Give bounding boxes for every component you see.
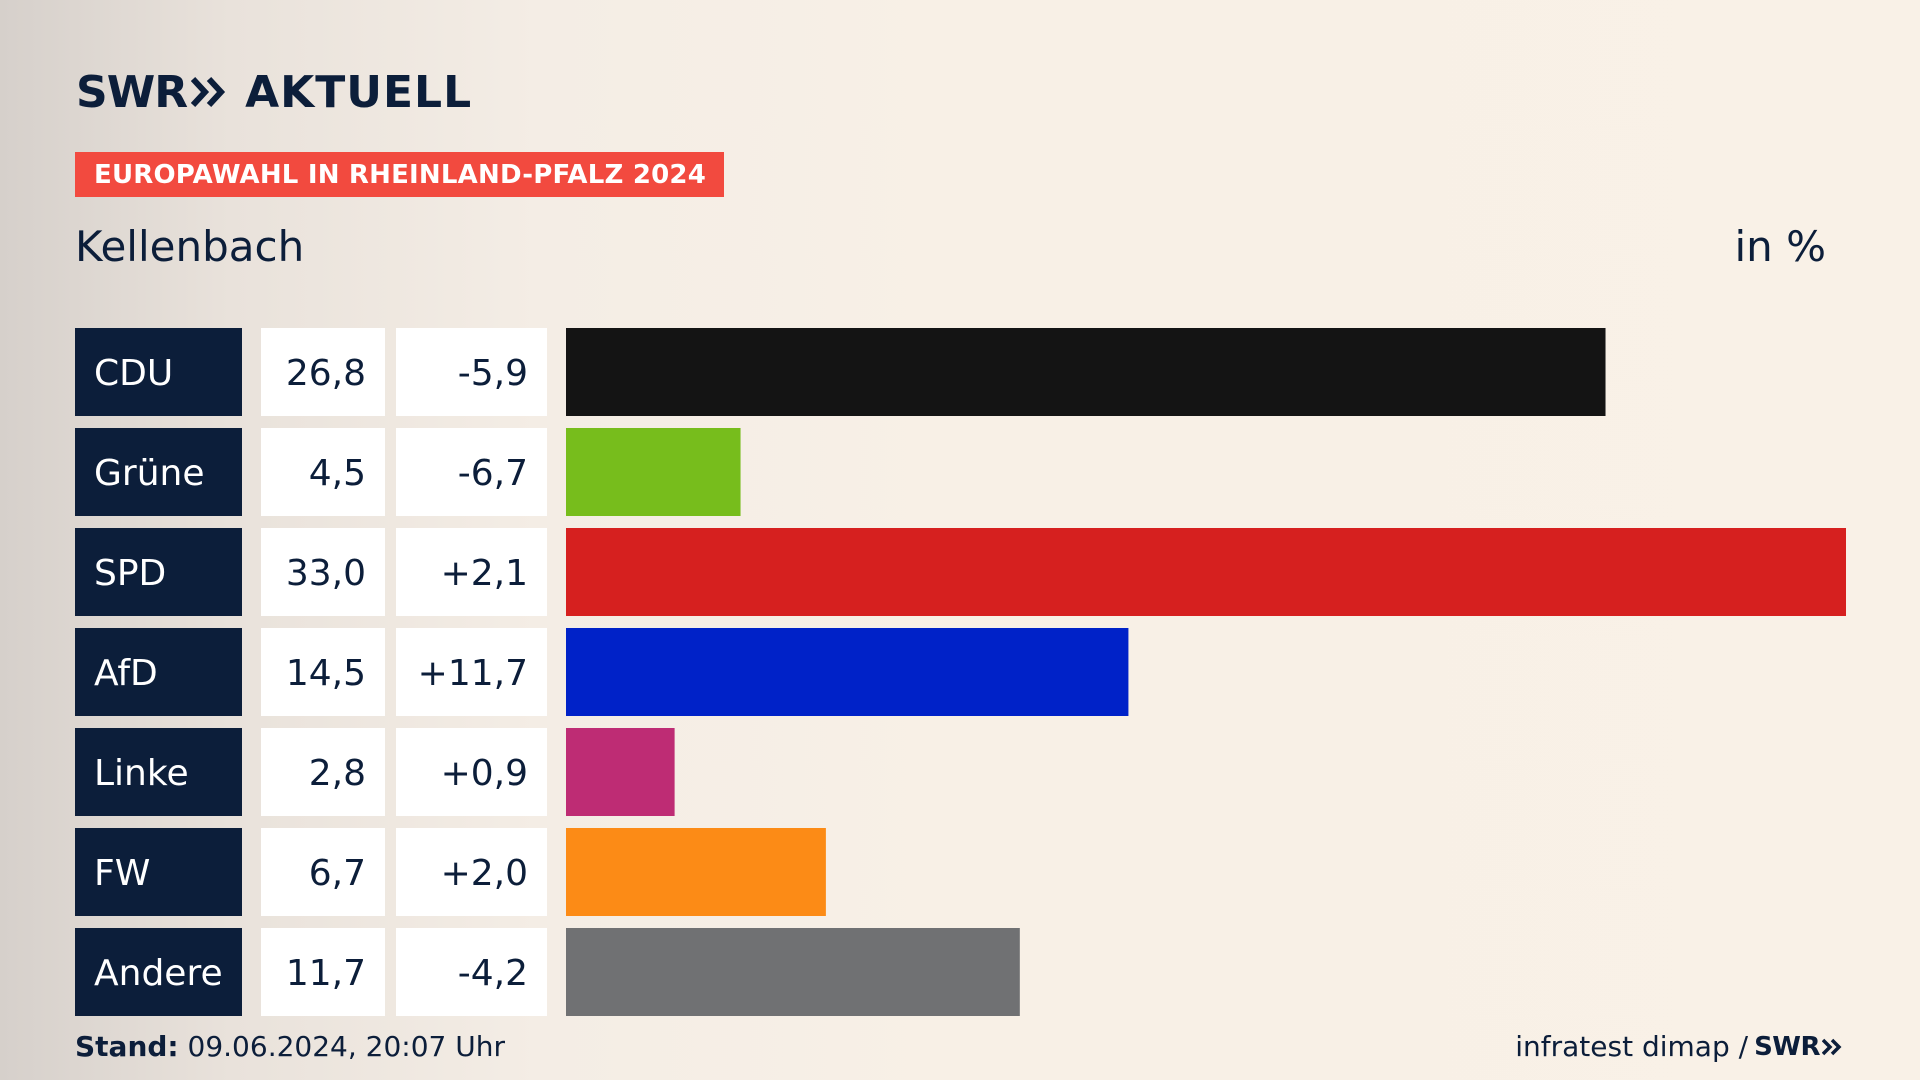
bar xyxy=(566,928,1020,1016)
value-label: 33,0 xyxy=(286,553,366,594)
change-label: -6,7 xyxy=(458,453,528,494)
bar xyxy=(566,728,675,816)
value-label: 26,8 xyxy=(286,353,366,394)
bar xyxy=(566,428,741,516)
bar xyxy=(566,828,826,916)
party-label-box xyxy=(75,428,242,516)
source-text: infratest dimap / xyxy=(1515,1030,1749,1063)
timestamp: Stand: 09.06.2024, 20:07 Uhr xyxy=(75,1030,505,1063)
swr-aktuell-logo: SWR AKTUELL xyxy=(76,67,472,118)
value-cell xyxy=(261,928,385,1016)
value-label: 11,7 xyxy=(286,953,366,994)
double-chevron-small-icon xyxy=(1822,1038,1842,1055)
party-label-box xyxy=(75,928,242,1016)
change-cell xyxy=(396,528,547,616)
logo-aktuell-text: AKTUELL xyxy=(245,66,473,118)
change-label: -4,2 xyxy=(458,953,528,994)
change-label: +2,0 xyxy=(441,853,528,894)
change-label: +2,1 xyxy=(441,553,528,594)
change-cell xyxy=(396,828,547,916)
location-title: Kellenbach xyxy=(75,222,305,271)
change-label: +11,7 xyxy=(418,653,528,694)
party-label: FW xyxy=(94,853,150,894)
bar xyxy=(566,528,1846,616)
party-label-box xyxy=(75,728,242,816)
party-label: CDU xyxy=(94,353,173,394)
bar xyxy=(566,328,1606,416)
stand-value: 09.06.2024, 20:07 Uhr xyxy=(187,1030,505,1063)
party-label: Linke xyxy=(94,753,189,794)
change-cell xyxy=(396,728,547,816)
party-label: AfD xyxy=(94,653,158,694)
party-label-box xyxy=(75,628,242,716)
party-label-box xyxy=(75,828,242,916)
change-label: +0,9 xyxy=(441,753,528,794)
unit-label: in % xyxy=(1734,222,1826,271)
value-cell xyxy=(261,428,385,516)
double-chevron-icon xyxy=(191,76,226,108)
source-credit: infratest dimap / SWR xyxy=(1515,1030,1844,1063)
party-label: Andere xyxy=(94,953,223,994)
value-cell xyxy=(261,828,385,916)
change-cell xyxy=(396,628,547,716)
value-cell xyxy=(261,328,385,416)
value-label: 4,5 xyxy=(309,453,366,494)
value-cell xyxy=(261,728,385,816)
source-brand: SWR xyxy=(1754,1031,1820,1062)
party-label: Grüne xyxy=(94,453,204,494)
logo-swr-text: SWR xyxy=(76,66,188,118)
change-cell xyxy=(396,928,547,1016)
bar xyxy=(566,628,1129,716)
party-label: SPD xyxy=(94,553,166,594)
value-label: 6,7 xyxy=(309,853,366,894)
change-label: -5,9 xyxy=(458,353,528,394)
value-cell xyxy=(261,628,385,716)
change-cell xyxy=(396,328,547,416)
value-cell xyxy=(261,528,385,616)
election-banner: EUROPAWAHL IN RHEINLAND-PFALZ 2024 xyxy=(75,152,724,197)
party-label-box xyxy=(75,328,242,416)
party-label-box xyxy=(75,528,242,616)
value-label: 2,8 xyxy=(309,753,366,794)
stand-label: Stand: xyxy=(75,1030,179,1063)
change-cell xyxy=(396,428,547,516)
value-label: 14,5 xyxy=(286,653,366,694)
